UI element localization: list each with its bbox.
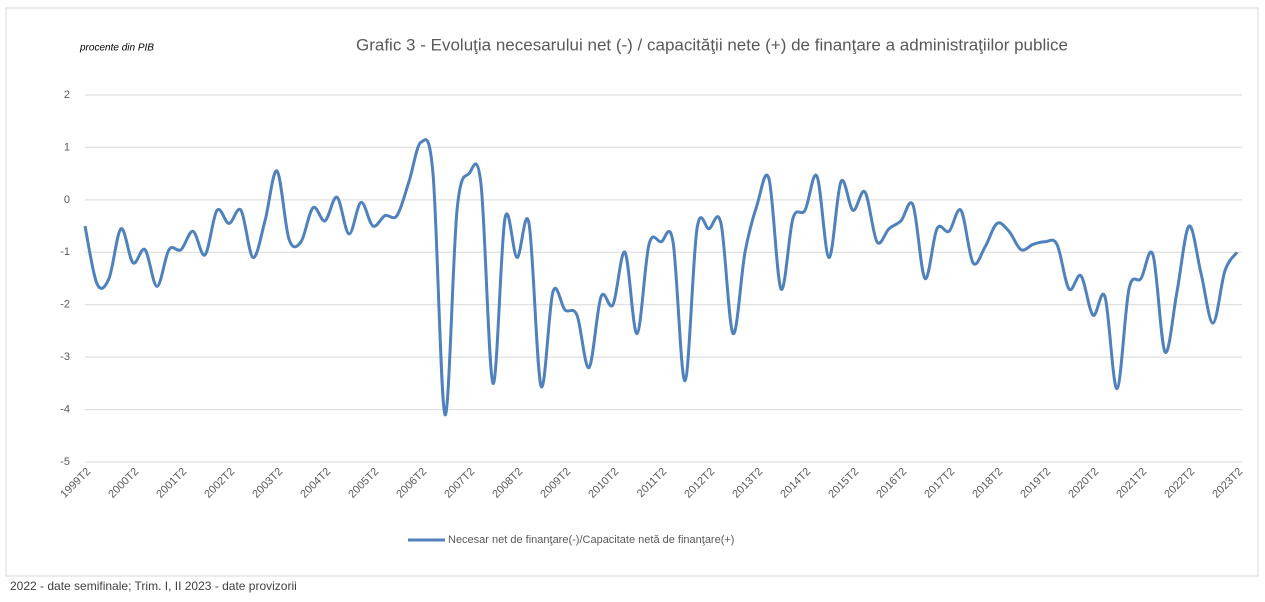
y-tick-label: -4: [60, 403, 70, 415]
y-axis-label: procente din PIB: [79, 43, 154, 54]
data-line: [83, 138, 1239, 417]
y-tick-label: -1: [60, 246, 70, 258]
y-tick-label: -2: [60, 299, 70, 311]
y-tick-label: -5: [60, 456, 70, 468]
y-tick-label: 0: [64, 194, 70, 206]
chart-title: Grafic 3 - Evoluţia necesarului net (-) …: [356, 35, 1068, 54]
legend-label: Necesar net de finanţare(-)/Capacitate n…: [448, 534, 734, 546]
y-tick-label: -3: [60, 351, 70, 363]
note: 2022 - date semifinale; Trim. I, II 2023…: [10, 579, 297, 593]
y-tick-label: 2: [64, 89, 70, 101]
y-tick-label: 1: [64, 141, 70, 153]
